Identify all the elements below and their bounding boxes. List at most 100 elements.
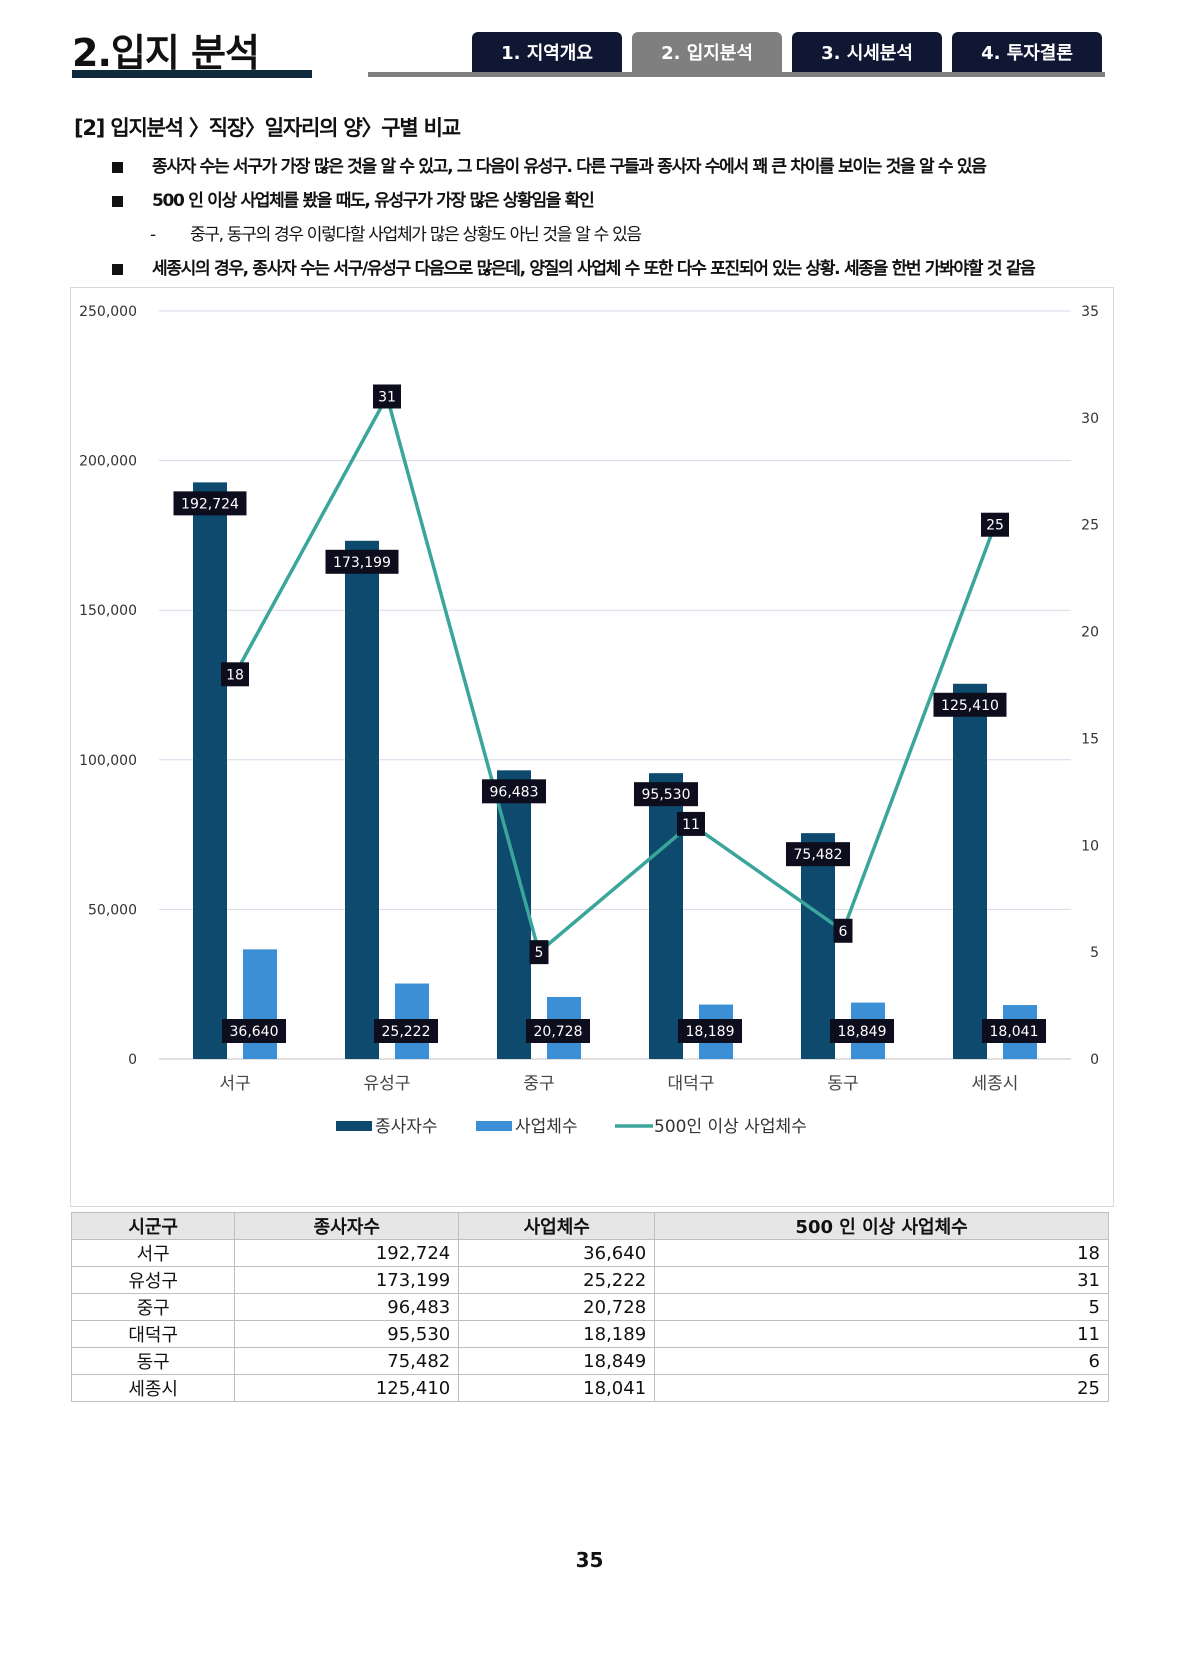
table-cell: 20,728 [458,1293,656,1321]
data-label-employees: 125,410 [941,698,999,714]
data-label-businesses-bg [374,1019,438,1043]
data-label-businesses-bg [678,1019,742,1043]
y-left-tick-label: 150,000 [79,603,137,619]
data-label-employees-bg [634,782,698,807]
bullet-list: 종사자 수는 서구가 가장 많은 것을 알 수 있고, 그 다음이 유성구. 다… [110,150,1120,286]
bullet-text: 세종시의 경우, 종사자 수는 서구/유성구 다음으로 많은데, 양질의 사업체… [152,259,1036,279]
table-cell: 25,222 [458,1266,656,1294]
data-label-businesses-bg [830,1019,894,1043]
tab-1[interactable]: 1. 지역개요 [472,32,622,72]
data-label-businesses-bg [982,1019,1046,1043]
data-label-500plus-bg [529,940,549,965]
table-cell: 18,189 [458,1320,656,1348]
bullet-item: - 중구, 동구의 경우 이렇다할 사업체가 많은 상황도 아닌 것을 알 수 있… [110,218,1120,252]
data-label-500plus: 5 [535,945,544,961]
data-label-500plus-bg [677,811,705,836]
y-right-tick-label: 15 [1081,731,1099,747]
bullet-item: 종사자 수는 서구가 가장 많은 것을 알 수 있고, 그 다음이 유성구. 다… [110,150,1120,184]
data-table: 시군구 종사자수 사업체수 500 인 이상 사업체수 서구 192,724 36,640… [70,1212,1109,1402]
bullet-item: 500 인 이상 사업체를 봤을 때도, 유성구가 가장 많은 상황임을 확인 [110,184,1120,218]
legend-label-employees: 종사자수 [375,1117,438,1137]
bar-employees [801,833,835,1059]
tab-2[interactable]: 2. 입지분석 [632,32,782,72]
chart-svg: 0 50,000 100,000 150,000 200,000 250,000 0 5 10 1… [79,304,1099,1137]
data-label-employees-bg [325,549,399,574]
bullet-text: 중구, 동구의 경우 이렇다할 사업체가 많은 상황도 아닌 것을 알 수 있음 [190,225,642,245]
data-label-employees: 192,724 [181,496,239,512]
legend-label-businesses: 사업체수 [515,1117,578,1137]
y-right-tick-label: 30 [1081,411,1099,427]
table-header-cell: 500 인 이상 사업체수 [654,1212,1109,1240]
y-left-tick-label: 50,000 [88,902,137,918]
data-label-500plus: 11 [682,817,700,833]
table-cell: 18 [654,1239,1109,1267]
data-label-businesses: 18,189 [686,1024,735,1040]
table-cell: 11 [654,1320,1109,1348]
square-bullet-icon [112,162,123,173]
data-label-employees: 173,199 [333,555,391,571]
bar-employees [193,482,227,1059]
legend-swatch-businesses [476,1121,512,1131]
section-title: 2.입지 분석 [72,31,260,75]
y-right-tick-label: 25 [1081,518,1099,534]
data-label-employees-bg [786,842,850,867]
y-left-tick-label: 200,000 [79,454,137,470]
data-label-employees: 75,482 [794,847,843,863]
table-row: 중구 96,483 20,728 5 [70,1293,1109,1321]
table-header-cell: 사업체수 [458,1212,656,1240]
bar-employees [345,540,379,1059]
table-row: 대덕구 95,530 18,189 11 [70,1320,1109,1348]
data-label-500plus: 31 [378,389,396,405]
legend-swatch-employees [336,1121,372,1131]
table-row: 세종시 125,410 18,041 25 [70,1374,1109,1402]
page-number: 35 [575,1548,604,1572]
dash-marker: - [150,225,156,245]
data-label-500plus-bg [221,662,249,687]
table-cell: 서구 [70,1239,236,1267]
title-underline [72,70,312,78]
data-label-businesses-bg [526,1019,590,1043]
data-label-employees-bg [173,491,247,516]
nav-tabs: 1. 지역개요 2. 입지분석 3. 시세분석 4. 투자결론 [472,32,1102,72]
table-row: 동구 75,482 18,849 6 [70,1347,1109,1375]
table-cell: 세종시 [70,1374,236,1402]
square-bullet-icon [112,264,123,275]
table-cell: 36,640 [458,1239,656,1267]
data-label-employees: 96,483 [490,784,539,800]
table-cell: 대덕구 [70,1320,236,1348]
data-label-500plus: 18 [226,667,244,683]
data-label-employees-bg [933,692,1007,717]
table-cell: 125,410 [234,1374,460,1402]
line-500plus [233,394,997,954]
tab-3[interactable]: 3. 시세분석 [792,32,942,72]
data-label-500plus-bg [981,512,1009,537]
table-cell: 192,724 [234,1239,460,1267]
table-cell: 75,482 [234,1347,460,1375]
x-tick-label: 유성구 [364,1074,411,1094]
y-right-tick-label: 10 [1081,838,1099,854]
square-bullet-icon [112,196,123,207]
table-header-cell: 시군구 [70,1212,236,1240]
bullet-text: 500 인 이상 사업체를 봤을 때도, 유성구가 가장 많은 상황임을 확인 [152,191,595,211]
table-row: 서구 192,724 36,640 18 [70,1239,1109,1267]
table-cell: 18,849 [458,1347,656,1375]
y-right-tick-label: 0 [1090,1052,1099,1068]
table-cell: 5 [654,1293,1109,1321]
data-label-500plus: 25 [986,518,1004,534]
y-left-tick-label: 100,000 [79,753,137,769]
data-label-businesses: 18,849 [838,1024,887,1040]
legend-label-500plus: 500인 이상 사업체수 [654,1117,807,1137]
x-tick-label: 세종시 [972,1074,1019,1094]
data-label-businesses: 18,041 [990,1024,1039,1040]
table-cell: 동구 [70,1347,236,1375]
y-right-tick-label: 20 [1081,625,1099,641]
y-right-tick-label: 35 [1081,304,1099,320]
x-tick-label: 대덕구 [668,1074,715,1094]
data-label-500plus: 6 [839,924,848,940]
x-tick-label: 서구 [219,1074,250,1094]
data-label-businesses: 20,728 [534,1024,583,1040]
tab-4[interactable]: 4. 투자결론 [952,32,1102,72]
table-cell: 96,483 [234,1293,460,1321]
x-tick-label: 동구 [827,1074,858,1094]
table-header-cell: 종사자수 [234,1212,460,1240]
